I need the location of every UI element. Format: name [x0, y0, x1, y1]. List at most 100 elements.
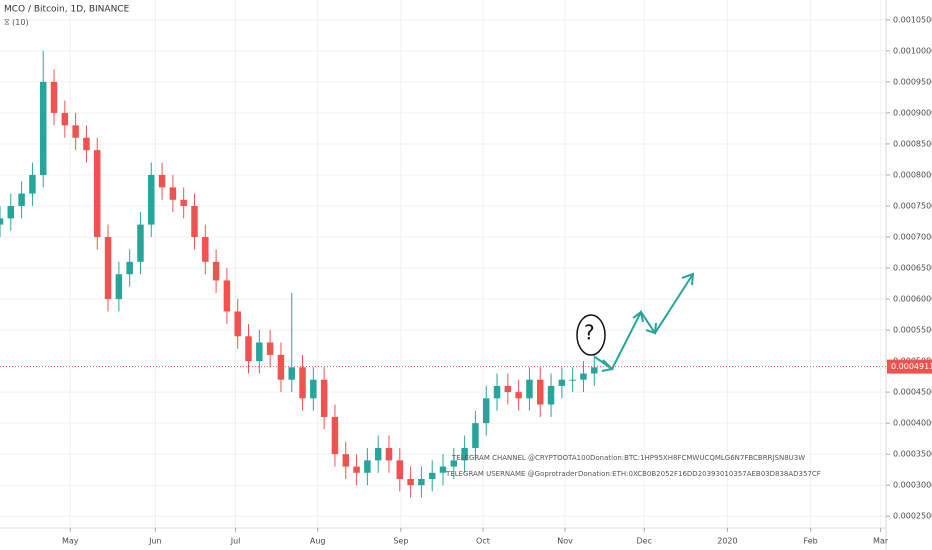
- candle-body: [7, 205, 15, 219]
- candle-body: [374, 447, 382, 461]
- candle-body: [385, 447, 393, 461]
- candle-body: [83, 137, 90, 151]
- candle-body: [148, 174, 155, 225]
- candle-body: [18, 193, 25, 206]
- x-tick-label: May: [62, 537, 79, 546]
- annotation: Donation:BTC:1HP95XH8FCMWUCQMLG6N7FBCBRR…: [590, 454, 805, 462]
- candle-body: [212, 261, 220, 281]
- chart-title: MCO / Bitcoin, 1D, BINANCE: [4, 5, 130, 15]
- grid: [0, 0, 886, 528]
- x-tick-label: 2020: [717, 537, 737, 546]
- candle-body: [310, 379, 317, 399]
- candle-body: [591, 367, 598, 374]
- x-tick-label: Mar: [873, 537, 889, 546]
- x-tick-label: Nov: [557, 537, 573, 546]
- x-tick-label: Aug: [310, 537, 326, 546]
- x-tick-label: Oct: [476, 537, 490, 546]
- candle-body: [72, 125, 79, 138]
- candle-body: [180, 199, 187, 206]
- candle-body: [396, 460, 404, 479]
- candle-body: [137, 224, 144, 262]
- question-mark: ?: [584, 321, 595, 345]
- candle-body: [331, 416, 339, 455]
- y-tick-label: 0.0009500: [893, 77, 932, 86]
- last-price-label: 0.0004911: [891, 362, 932, 371]
- candle-body: [320, 379, 328, 417]
- candle-body: [407, 478, 414, 486]
- y-tick-label: 0.0006000: [893, 295, 932, 304]
- arrow-head: [632, 310, 644, 323]
- candle-body: [245, 336, 252, 362]
- candle-body: [29, 174, 36, 194]
- candles: [0, 50, 598, 498]
- candle-body: [526, 379, 533, 399]
- y-tick-label: 0.0004000: [893, 419, 932, 428]
- candle-body: [277, 354, 285, 380]
- x-tick-label: Sep: [393, 537, 408, 546]
- candle-body: [0, 218, 4, 225]
- x-tick-label: Dec: [636, 537, 651, 546]
- y-tick-label: 0.0008500: [893, 139, 932, 148]
- y-tick-label: 0.0008000: [893, 170, 932, 179]
- y-tick-label: 0.0003500: [893, 450, 932, 459]
- y-tick-label: 0.0003000: [893, 481, 932, 490]
- candle-body: [50, 81, 58, 113]
- y-tick-label: 0.0004500: [893, 388, 932, 397]
- candle-body: [61, 112, 69, 126]
- y-tick-label: 0.0007000: [893, 233, 932, 242]
- candle-body: [115, 274, 123, 300]
- candle-body: [428, 472, 436, 479]
- indicator-label: ⧖ (10): [4, 18, 29, 27]
- candle-body: [353, 466, 360, 473]
- candle-body: [126, 261, 133, 275]
- candle-body: [482, 398, 490, 424]
- candle-body: [418, 478, 425, 486]
- y-tick-label: 0.0010000: [893, 46, 932, 55]
- candle-body: [191, 205, 198, 238]
- candle-body: [234, 311, 241, 337]
- candle-body: [515, 392, 522, 399]
- candle-body: [493, 385, 501, 399]
- y-tick-label: 0.0002500: [893, 512, 932, 521]
- candle-body: [104, 237, 112, 300]
- y-tick-label: 0.0010500: [893, 15, 932, 24]
- candle-body: [39, 81, 47, 175]
- candle-body: [169, 187, 177, 200]
- candle-body: [202, 237, 209, 262]
- candle-body: [569, 379, 576, 381]
- candle-body: [450, 460, 458, 467]
- x-tick-label: Jul: [230, 537, 241, 546]
- y-tick-label: 0.0005500: [893, 326, 932, 335]
- drawing: [594, 272, 695, 372]
- candle-body: [364, 460, 371, 473]
- candle-body: [158, 174, 166, 188]
- candle-body: [558, 379, 566, 386]
- annotation: TELEGRAM CHANNEL @CRYPTOOTA100: [451, 454, 590, 462]
- indicator-value: (10): [12, 18, 28, 27]
- question-circle: [576, 314, 606, 356]
- candle-body: [537, 379, 544, 405]
- candle-body: [94, 150, 101, 238]
- candle-body: [288, 367, 295, 380]
- candle-body: [266, 342, 274, 355]
- candle-body: [504, 385, 512, 393]
- x-tick-label: Jun: [148, 537, 162, 546]
- y-tick-label: 0.0009000: [893, 108, 932, 117]
- annotation: Donation:ETH:0XCB0B2052F16DD20393010357A…: [578, 470, 821, 478]
- candle-body: [223, 280, 231, 312]
- candle-body: [256, 342, 263, 362]
- candle-body: [472, 423, 479, 448]
- last-price-tag: [887, 359, 932, 374]
- y-tick-label: 0.0006500: [893, 264, 932, 273]
- candle-body: [439, 466, 447, 473]
- candle-body: [580, 373, 587, 380]
- arrow-head: [601, 359, 615, 372]
- y-tick-label: 0.0007500: [893, 201, 932, 210]
- arrow-head: [645, 322, 657, 335]
- annotation: TELEGRAM USERNAME @Goprotrader: [445, 470, 577, 478]
- arrow-head: [681, 272, 695, 286]
- candle-body: [461, 447, 468, 461]
